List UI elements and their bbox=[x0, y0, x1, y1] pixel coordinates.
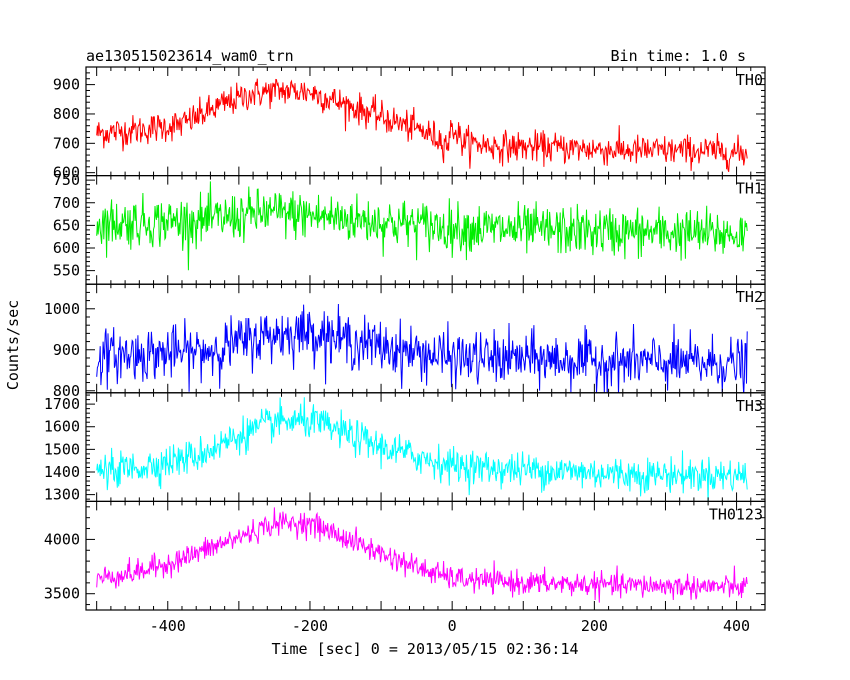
y-tick-label: 700 bbox=[53, 194, 80, 212]
y-tick-label: 1300 bbox=[44, 486, 80, 504]
y-tick-label: 1000 bbox=[44, 300, 80, 318]
panel-frame bbox=[85, 500, 766, 611]
y-tick-label: 1600 bbox=[44, 418, 80, 436]
y-tick-label: 1700 bbox=[44, 395, 80, 413]
x-tick-label: -200 bbox=[292, 617, 328, 635]
panels-group: 600 700 800 900 TH0 550 600 650 700 750 TH1 800 900 1… bbox=[44, 66, 766, 611]
x-axis-label: Time [sec] 0 = 2013/05/15 02:36:14 bbox=[271, 640, 578, 658]
panel-label-th1: TH1 bbox=[736, 180, 763, 198]
panel-th1: 550 600 650 700 750 TH1 bbox=[53, 171, 766, 285]
panel-label-th0: TH0 bbox=[736, 71, 763, 89]
x-axis: -400 -200 0 200 400 bbox=[150, 617, 750, 635]
panel-label-th0123: TH0123 bbox=[709, 505, 763, 523]
y-tick-label: 3500 bbox=[44, 585, 80, 603]
x-tick-label: 200 bbox=[581, 617, 608, 635]
series-line-th1 bbox=[96, 181, 748, 271]
y-tick-label: 1500 bbox=[44, 440, 80, 458]
x-tick-label: -400 bbox=[150, 617, 186, 635]
panel-label-th2: TH2 bbox=[736, 288, 763, 306]
y-tick-label: 900 bbox=[53, 341, 80, 359]
x-tick-label: 400 bbox=[723, 617, 750, 635]
series-line-th3 bbox=[96, 397, 748, 502]
y-tick-label: 4000 bbox=[44, 530, 80, 548]
y-tick-label: 600 bbox=[53, 239, 80, 257]
series-line-th0 bbox=[96, 78, 748, 172]
y-tick-label: 900 bbox=[53, 76, 80, 94]
source-name-title: ae130515023614_wam0_trn bbox=[86, 47, 294, 65]
series-line-th2 bbox=[96, 303, 748, 393]
y-tick-label: 750 bbox=[53, 171, 80, 189]
y-tick-label: 700 bbox=[53, 134, 80, 152]
y-tick-label: 800 bbox=[53, 105, 80, 123]
panel-frame bbox=[85, 392, 766, 502]
x-tick-label: 0 bbox=[448, 617, 457, 635]
y-tick-label: 650 bbox=[53, 216, 80, 234]
series-line-th0123 bbox=[96, 507, 748, 603]
panel-frame bbox=[85, 283, 766, 394]
y-tick-label: 800 bbox=[53, 382, 80, 400]
y-tick-label: 600 bbox=[53, 164, 80, 182]
y-tick-label: 1400 bbox=[44, 463, 80, 481]
panel-th0123: 3500 4000 TH0123 bbox=[44, 500, 766, 611]
panel-th3: 1300 1400 1500 1600 1700 TH3 bbox=[44, 392, 766, 504]
panel-th0: 600 700 800 900 TH0 bbox=[53, 66, 766, 182]
panel-th2: 800 900 1000 TH2 bbox=[44, 283, 766, 400]
y-axis-label: Counts/sec bbox=[4, 300, 22, 390]
y-tick-label: 550 bbox=[53, 262, 80, 280]
bin-time-label: Bin time: 1.0 s bbox=[611, 47, 746, 65]
panel-label-th3: TH3 bbox=[736, 397, 763, 415]
